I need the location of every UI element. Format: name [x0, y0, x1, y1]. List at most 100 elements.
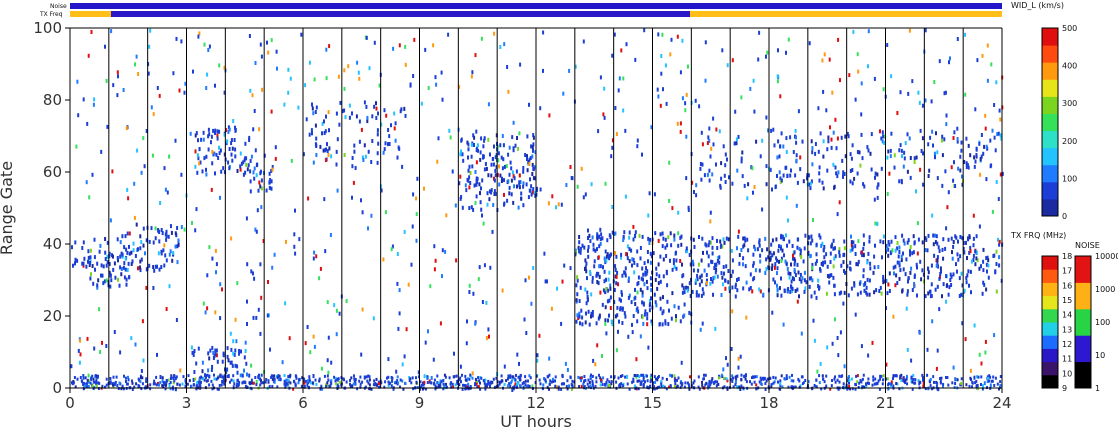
- heatmap-cell: [469, 373, 472, 377]
- heatmap-cell: [490, 173, 493, 178]
- wid-colorbar-frame: [1041, 27, 1059, 217]
- heatmap-cell: [109, 284, 112, 289]
- heatmap-cell: [639, 334, 642, 339]
- heatmap-cell: [415, 376, 417, 380]
- heatmap-cell: [487, 327, 490, 332]
- heatmap-cell: [715, 162, 717, 167]
- heatmap-cell: [825, 108, 828, 113]
- hour-grid-lines: [108, 28, 964, 388]
- heatmap-cell: [313, 344, 316, 349]
- heatmap-cell: [212, 356, 215, 360]
- heatmap-cell: [759, 289, 762, 294]
- heatmap-cell: [422, 383, 425, 386]
- heatmap-cell: [657, 376, 659, 379]
- heatmap-cell: [726, 157, 728, 162]
- heatmap-cell: [783, 253, 785, 258]
- heatmap-cell: [467, 147, 470, 152]
- heatmap-cell: [82, 374, 85, 377]
- heatmap-cell: [472, 207, 475, 212]
- heatmap-cell: [615, 281, 618, 286]
- heatmap-cell: [776, 293, 779, 298]
- heatmap-cell: [393, 126, 396, 131]
- colorbar-swatch: [1075, 335, 1091, 363]
- heatmap-cell: [219, 316, 222, 321]
- heatmap-cell: [936, 258, 939, 263]
- heatmap-cell: [731, 309, 734, 314]
- heatmap-cell: [723, 240, 726, 245]
- heatmap-cell: [882, 374, 885, 378]
- heatmap-cell: [150, 226, 153, 231]
- heatmap-cell: [568, 68, 571, 73]
- heatmap-cell: [998, 242, 1001, 247]
- heatmap-cell: [868, 235, 871, 240]
- heatmap-cell: [832, 130, 835, 135]
- heatmap-cell: [868, 292, 871, 297]
- heatmap-cell: [834, 254, 837, 259]
- heatmap-cell: [653, 192, 656, 197]
- heatmap-cell: [104, 44, 106, 49]
- heatmap-cell: [993, 384, 996, 387]
- heatmap-cell: [434, 258, 437, 263]
- heatmap-cell: [976, 258, 979, 263]
- heatmap-cell: [642, 373, 644, 377]
- heatmap-cell: [882, 277, 885, 282]
- heatmap-cell: [770, 383, 773, 387]
- heatmap-cell: [311, 131, 313, 136]
- heatmap-cell: [700, 293, 703, 298]
- heatmap-cell: [506, 65, 509, 69]
- heatmap-cell: [260, 381, 263, 385]
- colorbar-swatch: [1042, 374, 1058, 389]
- heatmap-cell: [277, 378, 280, 382]
- heatmap-cell: [550, 380, 553, 384]
- heatmap-cell: [880, 166, 883, 171]
- heatmap-cell: [119, 350, 122, 355]
- heatmap-cell: [948, 60, 950, 65]
- heatmap-cell: [376, 132, 379, 137]
- heatmap-cell: [792, 379, 795, 383]
- heatmap-cell: [984, 113, 987, 118]
- heatmap-cell: [287, 375, 290, 378]
- heatmap-cell: [205, 375, 207, 379]
- heatmap-cell: [139, 234, 142, 239]
- heatmap-cell: [973, 375, 976, 380]
- noise-bar: [70, 3, 1002, 9]
- heatmap-cell: [128, 275, 131, 280]
- heatmap-cell: [173, 379, 176, 383]
- heatmap-cell: [214, 131, 216, 135]
- heatmap-cell: [930, 282, 933, 287]
- heatmap-cell: [797, 109, 800, 114]
- heatmap-cell: [539, 187, 542, 192]
- heatmap-cell: [608, 256, 611, 261]
- heatmap-cell: [632, 237, 635, 242]
- heatmap-cell: [731, 258, 734, 263]
- heatmap-cell: [673, 374, 676, 378]
- heatmap-cell: [445, 385, 448, 389]
- heatmap-cell: [649, 376, 652, 381]
- heatmap-cell: [999, 172, 1002, 177]
- heatmap-cell: [655, 266, 658, 271]
- heatmap-cell: [808, 284, 811, 289]
- heatmap-cell: [772, 127, 775, 132]
- heatmap-cell: [170, 230, 173, 235]
- heatmap-cell: [815, 385, 818, 389]
- heatmap-cell: [834, 117, 837, 122]
- heatmap-cell: [100, 263, 103, 268]
- heatmap-cell: [640, 373, 643, 377]
- heatmap-cell: [848, 73, 851, 78]
- heatmap-cell: [772, 381, 775, 385]
- heatmap-cell: [311, 381, 314, 385]
- heatmap-cell: [892, 265, 895, 270]
- heatmap-cell: [140, 170, 143, 175]
- heatmap-cell: [546, 279, 548, 284]
- heatmap-cell: [916, 221, 919, 226]
- heatmap-cell: [349, 382, 351, 386]
- heatmap-cell: [669, 373, 672, 377]
- heatmap-cell: [711, 260, 714, 265]
- heatmap-cell: [794, 289, 797, 293]
- heatmap-cell: [720, 373, 723, 377]
- heatmap-cell: [843, 172, 846, 176]
- heatmap-cell: [930, 263, 933, 268]
- heatmap-cell: [243, 368, 245, 373]
- heatmap-cell: [211, 383, 214, 387]
- heatmap-cell: [594, 384, 597, 388]
